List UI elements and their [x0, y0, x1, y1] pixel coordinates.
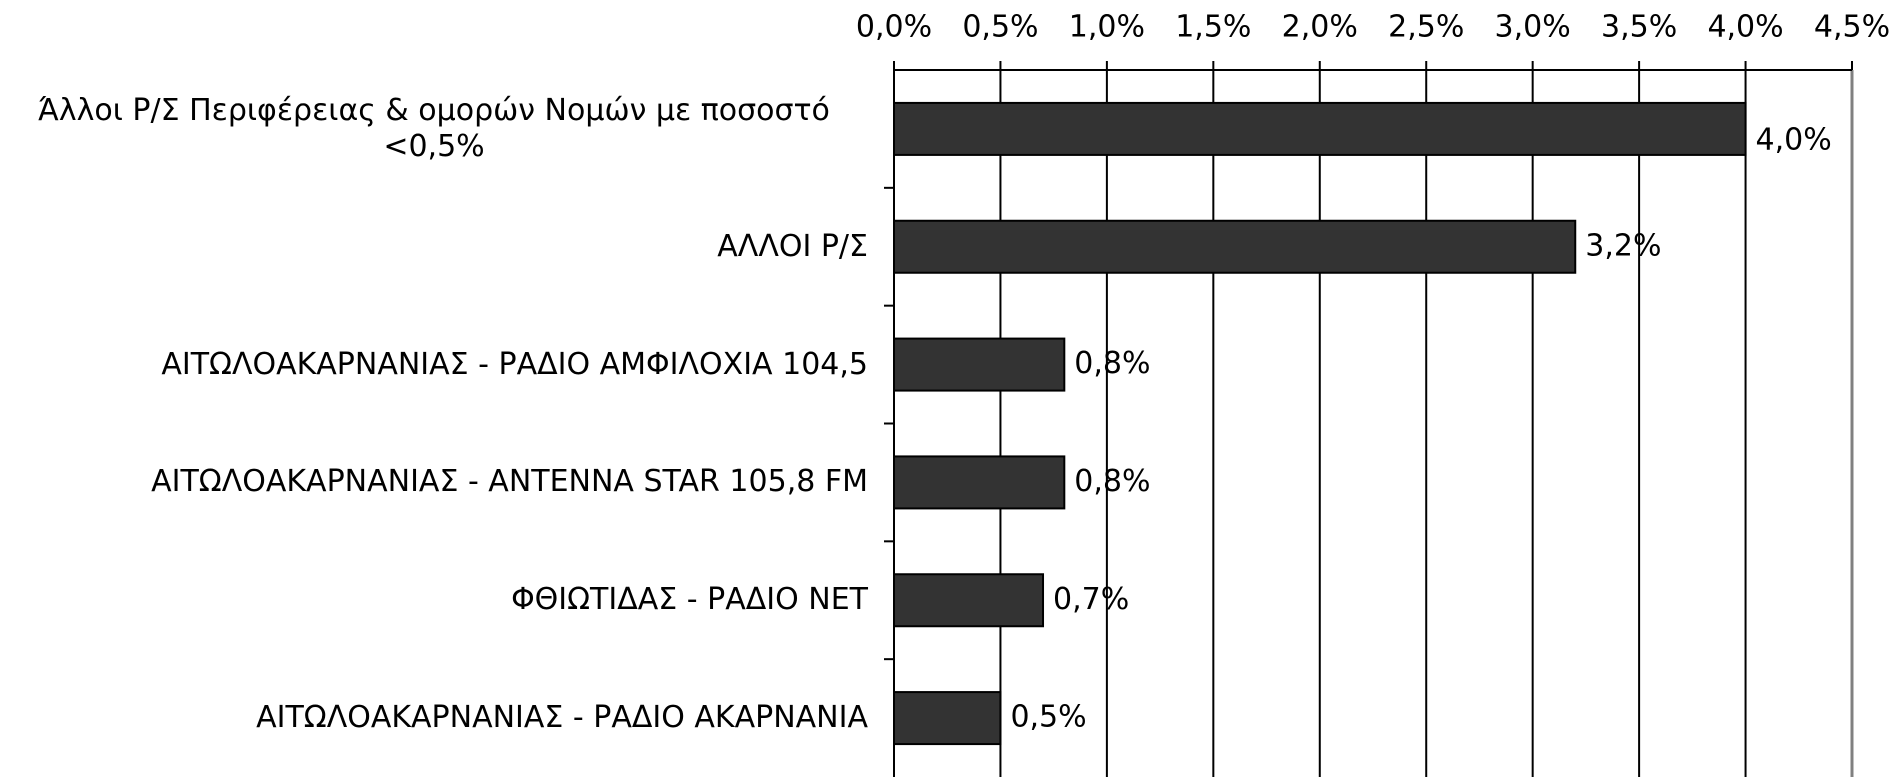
bar — [893, 101, 1747, 156]
x-tick-label: 4,5% — [1814, 10, 1890, 45]
bar — [893, 337, 1066, 392]
x-tick-label: 1,0% — [1069, 10, 1145, 45]
x-tick-label: 3,0% — [1495, 10, 1571, 45]
data-label: 4,0% — [1756, 122, 1832, 157]
category-label: Άλλοι Ρ/Σ Περιφέρειας & ομορών Νομών με … — [0, 70, 868, 188]
data-label: 3,2% — [1585, 228, 1661, 263]
bar — [893, 219, 1577, 274]
x-tick-label: 0,5% — [962, 10, 1038, 45]
category-label: ΑΛΛΟΙ Ρ/Σ — [0, 188, 868, 306]
x-tick-label: 2,5% — [1388, 10, 1464, 45]
bar — [893, 455, 1066, 510]
category-text: ΦΘΙΩΤΙΔΑΣ - ΡΑΔΙΟ NET — [511, 582, 868, 618]
category-label: ΑΙΤΩΛΟΑΚΑΡΝΑΝΙΑΣ - ANTENNA STAR 105,8 FM — [0, 424, 868, 542]
x-tick-label: 0,0% — [856, 10, 932, 45]
category-text: Άλλοι Ρ/Σ Περιφέρειας & ομορών Νομών με … — [38, 92, 830, 164]
x-tick-label: 1,5% — [1175, 10, 1251, 45]
data-label: 0,8% — [1074, 464, 1150, 499]
category-label: ΑΙΤΩΛΟΑΚΑΡΝΑΝΙΑΣ - ΡΑΔΙΟ ΑΜΦΙΛΟΧΙΑ 104,5 — [0, 306, 868, 424]
category-label: ΦΘΙΩΤΙΔΑΣ - ΡΑΔΙΟ NET — [0, 541, 868, 659]
data-label: 0,8% — [1074, 346, 1150, 381]
category-text: ΑΙΤΩΛΟΑΚΑΡΝΑΝΙΑΣ - ΡΑΔΙΟ ΑΚΑΡΝΑΝΙΑ — [256, 700, 868, 736]
category-text: ΑΙΤΩΛΟΑΚΑΡΝΑΝΙΑΣ - ANTENNA STAR 105,8 FM — [151, 464, 868, 500]
data-label: 0,5% — [1010, 700, 1086, 735]
category-text: ΑΛΛΟΙ Ρ/Σ — [717, 228, 868, 264]
x-tick-label: 2,0% — [1282, 10, 1358, 45]
x-tick-label: 4,0% — [1707, 10, 1783, 45]
category-label: ΑΙΤΩΛΟΑΚΑΡΝΑΝΙΑΣ - ΡΑΔΙΟ ΑΚΑΡΝΑΝΙΑ — [0, 659, 868, 777]
data-label: 0,7% — [1053, 582, 1129, 617]
x-tick-label: 3,5% — [1601, 10, 1677, 45]
bar — [893, 691, 1002, 746]
category-text: ΑΙΤΩΛΟΑΚΑΡΝΑΝΙΑΣ - ΡΑΔΙΟ ΑΜΦΙΛΟΧΙΑ 104,5 — [161, 346, 868, 382]
bar — [893, 573, 1045, 628]
